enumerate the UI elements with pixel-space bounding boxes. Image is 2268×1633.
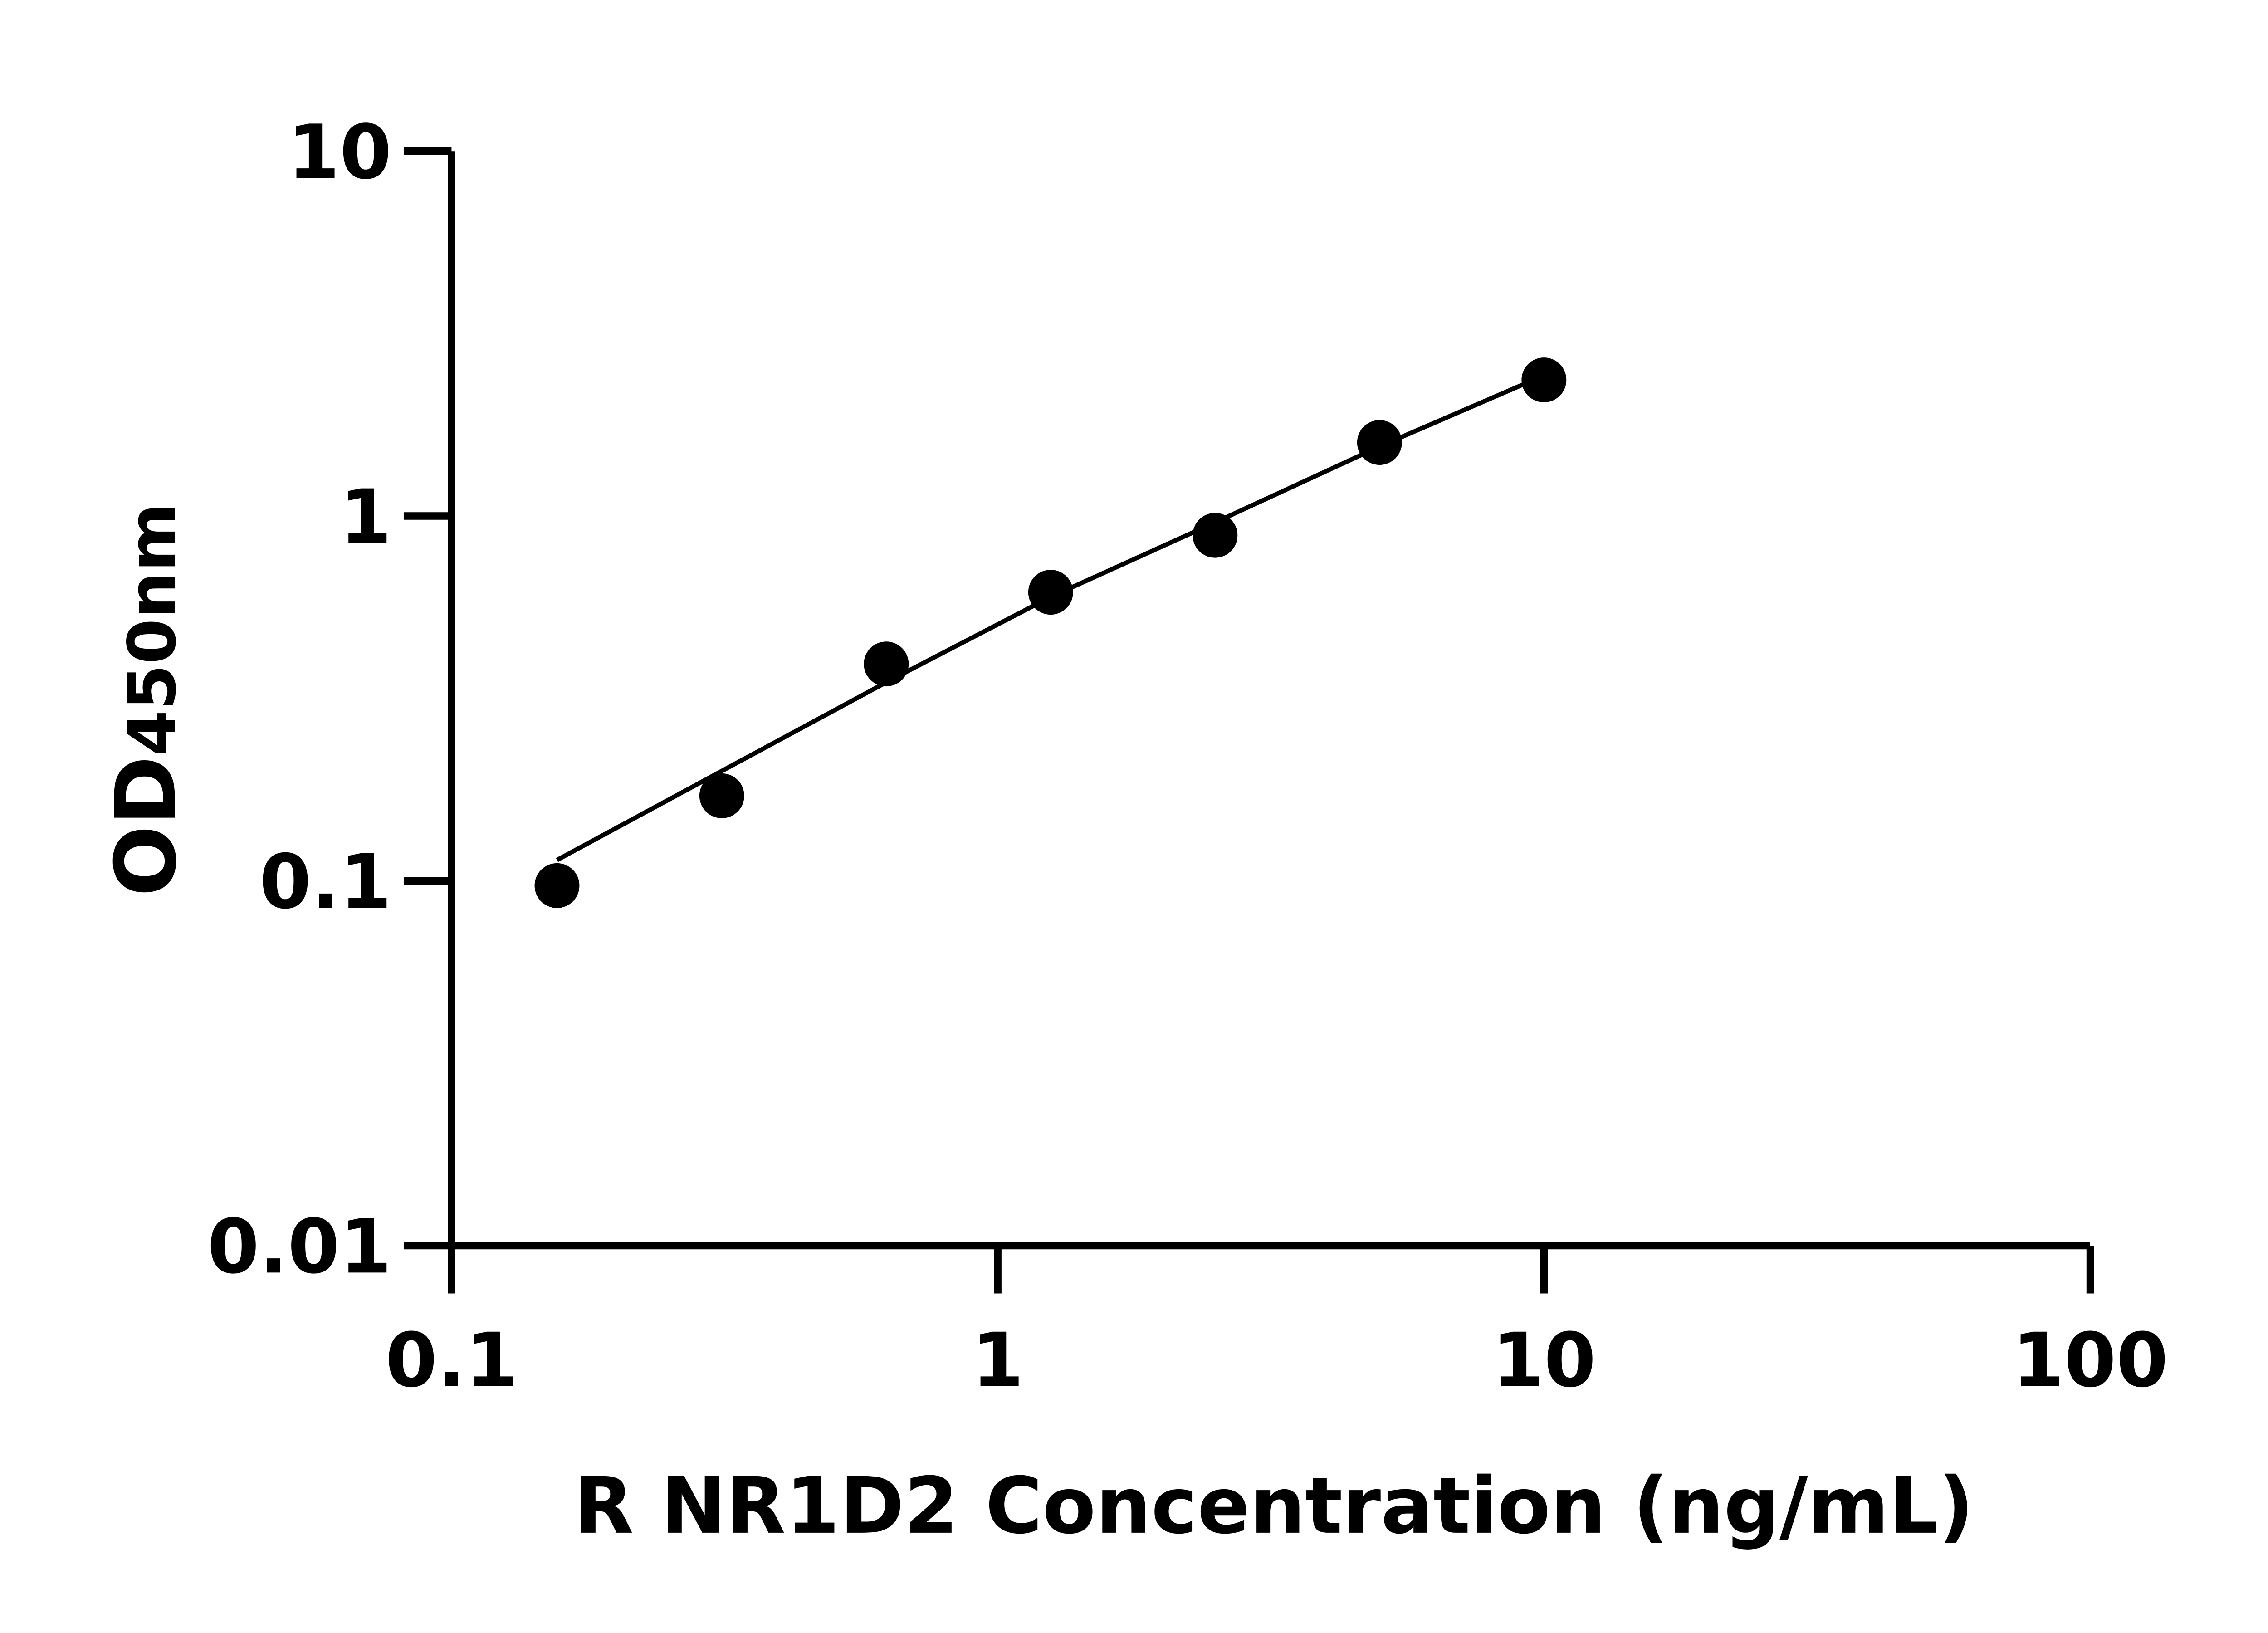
x-tick-label: 100 [2012,1317,2168,1404]
y-tick-label: 0.1 [259,838,392,925]
y-tick-label: 10 [288,109,391,196]
data-point [1521,357,1567,402]
y-axis-label: OD450nm [98,503,195,896]
x-axis-label: R NR1D2 Concentration (ng/mL) [574,1461,1974,1551]
axes [403,147,2094,1294]
data-point [1028,570,1073,615]
y-tick-label: 0.01 [207,1203,392,1290]
tick-labels: 0.01 0.1 1 10 0.1 1 10 100 [207,109,2168,1404]
data-point [699,773,744,818]
data-point [864,641,909,687]
y-tick-label: 1 [340,474,392,561]
data-points [534,357,1567,908]
data-point [1193,513,1238,558]
x-tick-label: 0.1 [385,1317,518,1404]
y-axis-label-sub: 450nm [114,503,191,756]
y-axis-label-main: OD [98,756,195,896]
x-tick-label: 1 [972,1317,1024,1404]
x-tick-label: 10 [1492,1317,1596,1404]
data-point [1357,420,1402,465]
data-point [534,863,580,908]
